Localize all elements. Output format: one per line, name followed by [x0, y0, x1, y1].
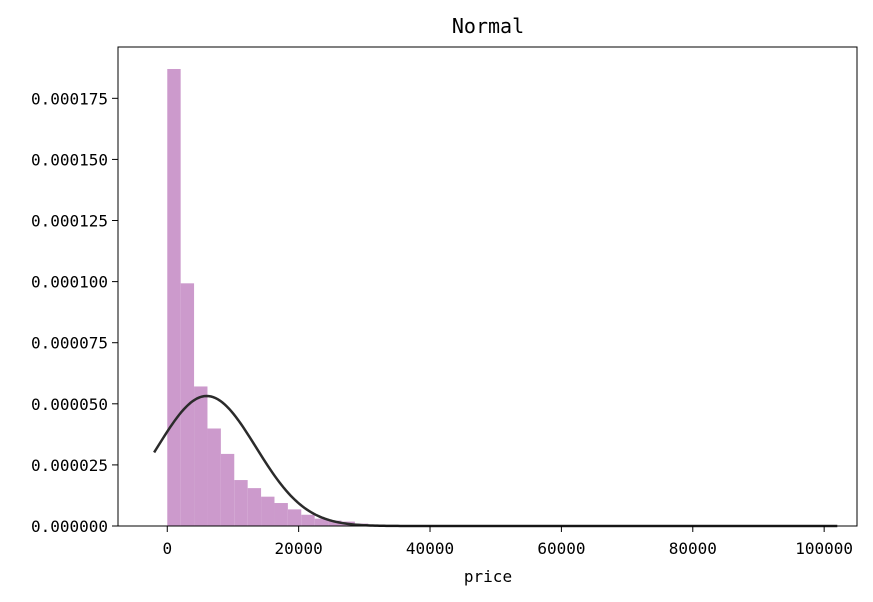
y-tick-label: 0.000025	[31, 456, 108, 475]
histogram-bar	[234, 480, 248, 526]
histogram-bars	[167, 68, 838, 526]
histogram-bar	[261, 496, 275, 526]
plot-frame	[117, 46, 858, 527]
histogram-bar	[167, 68, 181, 526]
x-axis-ticks: 0 20000 40000 60000 80000 100000	[162, 526, 853, 558]
x-tick-label: 60000	[537, 539, 585, 558]
y-tick-label: 0.000125	[31, 212, 108, 231]
x-tick-label: 40000	[406, 539, 454, 558]
y-tick-label: 0.000175	[31, 89, 108, 108]
histogram-bar	[220, 453, 235, 526]
x-tick-label: 80000	[669, 539, 717, 558]
histogram-bar	[314, 518, 329, 526]
y-tick-label: 0.000075	[31, 334, 108, 353]
x-tick-label: 20000	[275, 539, 323, 558]
histogram-bar	[274, 503, 288, 526]
x-tick-label: 0	[162, 539, 172, 558]
histogram-bar	[287, 509, 302, 526]
histogram-bar	[194, 386, 208, 526]
x-tick-label: 100000	[795, 539, 853, 558]
histogram-bar	[247, 488, 262, 526]
y-tick-label: 0.000050	[31, 395, 108, 414]
y-tick-label: 0.000000	[31, 517, 108, 536]
histogram-bar	[301, 514, 315, 526]
x-axis-label: price	[464, 567, 512, 586]
y-tick-label: 0.000100	[31, 273, 108, 292]
chart-title: Normal	[452, 14, 524, 38]
histogram-bar	[328, 520, 342, 526]
y-axis-ticks: 0.000000 0.000025 0.000050 0.000075 0.000100…	[31, 89, 118, 536]
histogram-bar	[207, 428, 221, 526]
y-tick-label: 0.000150	[31, 150, 108, 169]
